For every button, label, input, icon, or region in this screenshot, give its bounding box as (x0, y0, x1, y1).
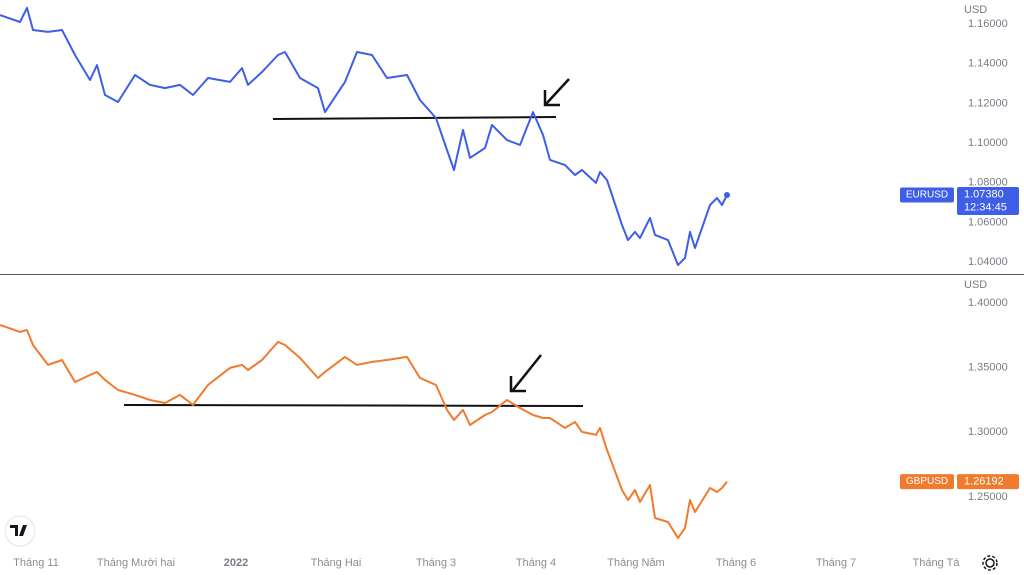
logo[interactable] (4, 515, 36, 547)
x-tick-label: Tháng 7 (816, 557, 856, 569)
symbol-label-bg (900, 474, 954, 490)
x-tick-label: Tháng 6 (716, 557, 756, 569)
x-tick-label: Tháng 4 (516, 557, 556, 569)
price-label-bg (957, 187, 1019, 216)
price-line (0, 6, 728, 267)
y-tick-label: 1.12000 (968, 97, 1008, 109)
symbol-label: GBPUSD (906, 476, 948, 487)
arrow (509, 354, 542, 393)
x-tick-label: 2022 (224, 557, 248, 569)
symbol-label-bg (900, 187, 954, 203)
price-label-bg (957, 474, 1019, 490)
arrow (543, 78, 570, 107)
currency-label: USD (964, 279, 987, 291)
y-tick-label: 1.10000 (968, 137, 1008, 149)
y-tick-label: 1.40000 (968, 297, 1008, 309)
currency-label: USD (964, 4, 987, 16)
y-tick-label: 1.35000 (968, 362, 1008, 374)
settings-icon[interactable] (982, 555, 998, 571)
time-label: 12:34:45 (964, 201, 1007, 213)
symbol-label: EURUSD (906, 190, 948, 201)
y-tick-label: 1.16000 (968, 18, 1008, 30)
last-point (724, 192, 730, 199)
y-tick-label: 1.04000 (968, 256, 1008, 268)
x-tick-label: Tháng Năm (607, 557, 664, 569)
x-tick-label: Tháng Hai (311, 557, 362, 569)
x-tick-label: Tháng 11 (13, 557, 59, 569)
trend-line (123, 404, 584, 407)
x-tick-label: Tháng Tá (913, 557, 961, 569)
price-line (0, 323, 728, 539)
y-tick-label: 1.08000 (968, 177, 1008, 189)
x-tick-label: Tháng 3 (416, 557, 456, 569)
x-tick-label: Tháng Mười hai (97, 557, 175, 569)
y-tick-label: 1.06000 (968, 216, 1008, 228)
y-tick-label: 1.14000 (968, 58, 1008, 70)
trend-line (272, 116, 557, 120)
y-tick-label: 1.25000 (968, 491, 1008, 503)
price-label: 1.26192 (964, 476, 1004, 488)
y-tick-label: 1.30000 (968, 426, 1008, 438)
price-label: 1.07380 (964, 188, 1004, 200)
